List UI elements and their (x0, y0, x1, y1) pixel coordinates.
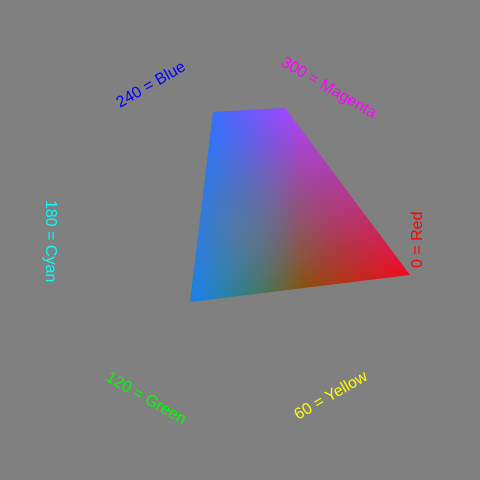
color-quadrilateral (190, 108, 410, 302)
hue-label-red: 0 = Red (409, 212, 426, 268)
hue-label-cyan: 180 = Cyan (42, 200, 59, 282)
hue-label-green: 120 = Green (103, 369, 189, 428)
quad-center-shade (190, 108, 410, 302)
hue-label-magenta: 300 = Magenta (278, 54, 379, 122)
hue-label-yellow: 60 = Yellow (292, 368, 371, 424)
hue-label-blue: 240 = Blue (114, 58, 189, 111)
